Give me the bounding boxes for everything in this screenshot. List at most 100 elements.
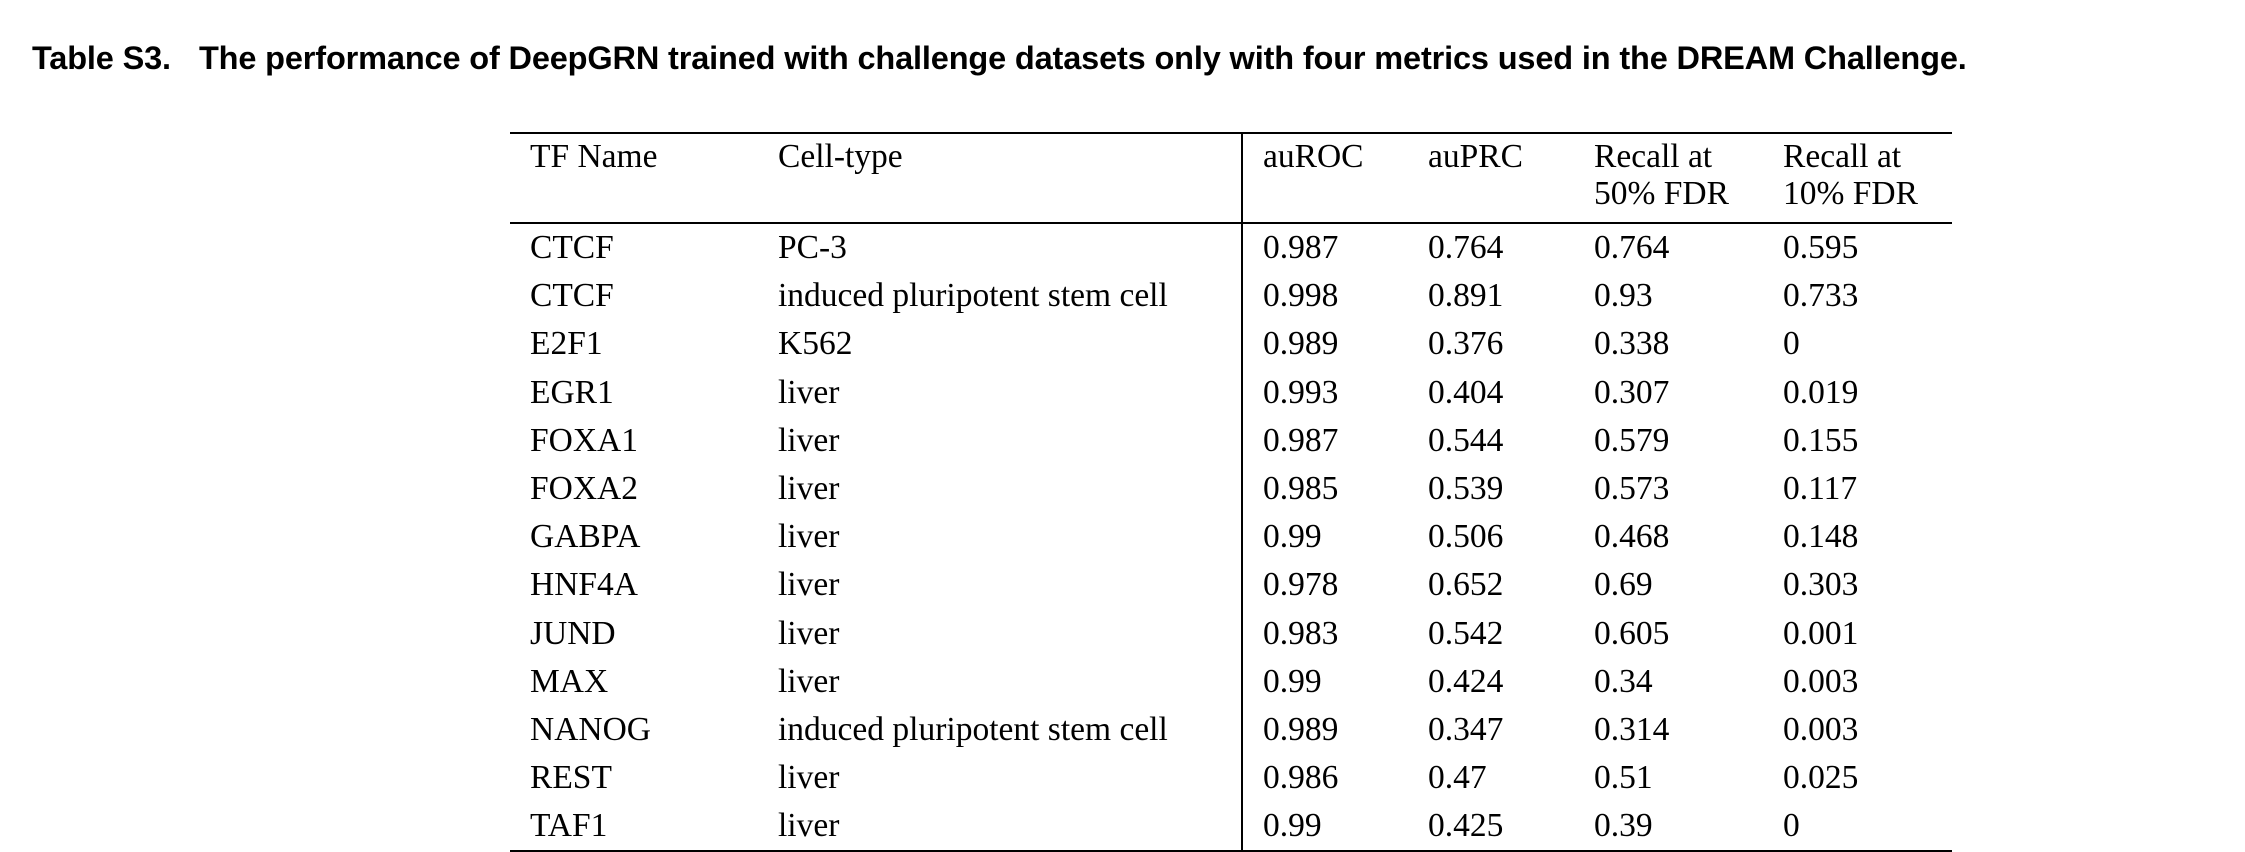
header-recall-10-fdr: Recall at 10% FDR (1763, 132, 1952, 224)
cell-auprc: 0.544 (1428, 421, 1504, 459)
cell-tf-name: JUND (530, 614, 616, 652)
cell-recall-10-fdr: 0.003 (1783, 710, 1859, 748)
cell-cell-type: liver (758, 464, 1243, 514)
cell-recall-50-fdr: 0.468 (1594, 518, 1670, 556)
header-row: TF Name Cell-type auROC auPRC Recall at 5… (510, 132, 1952, 224)
cell-cell-type: liver (758, 754, 1243, 803)
cell-auprc: 0.539 (1428, 470, 1504, 508)
cell-auroc: 0.978 (1263, 566, 1339, 604)
header-recall-50-fdr: Recall at 50% FDR (1574, 132, 1763, 224)
cell-tf-name: FOXA2 (530, 470, 638, 508)
table-body: CTCF PC-3 0.987 0.764 0.764 0.595 CTCF i… (510, 223, 1952, 852)
table-row: REST liver 0.986 0.47 0.51 0.025 (510, 754, 1952, 803)
cell-tf-name: EGR1 (530, 373, 614, 411)
performance-table: TF Name Cell-type auROC auPRC Recall at 5… (510, 132, 1952, 852)
table-row: CTCF induced pluripotent stem cell 0.998… (510, 272, 1952, 321)
cell-cell-type: K562 (758, 320, 1243, 369)
cell-auroc: 0.998 (1263, 277, 1339, 315)
cell-auprc: 0.425 (1408, 802, 1574, 852)
cell-auroc: 0.99 (1263, 518, 1322, 556)
cell-recall-50-fdr: 0.51 (1594, 759, 1653, 797)
cell-recall-10-fdr: 0.001 (1783, 614, 1859, 652)
cell-auprc: 0.652 (1428, 566, 1504, 604)
cell-recall-50-fdr: 0.307 (1594, 373, 1670, 411)
cell-cell-type: liver (758, 513, 1243, 562)
cell-recall-10-fdr: 0.003 (1783, 662, 1859, 700)
cell-recall-50-fdr: 0.39 (1574, 802, 1763, 852)
cell-recall-50-fdr: 0.338 (1594, 325, 1670, 363)
header-auprc: auPRC (1408, 132, 1574, 224)
cell-auroc: 0.987 (1263, 421, 1339, 459)
header-recall-50-line1: Recall at (1594, 138, 1713, 175)
cell-tf-name: CTCF (530, 229, 614, 267)
cell-auprc: 0.764 (1428, 229, 1504, 267)
cell-auprc: 0.347 (1428, 710, 1504, 748)
cell-tf-name: NANOG (530, 710, 651, 748)
cell-recall-10-fdr: 0.019 (1783, 373, 1859, 411)
header-recall-10-line1: Recall at (1783, 138, 1902, 175)
cell-recall-10-fdr: 0.595 (1783, 229, 1859, 267)
table-row: E2F1 K562 0.989 0.376 0.338 0 (510, 320, 1952, 369)
cell-recall-50-fdr: 0.93 (1594, 277, 1653, 315)
cell-tf-name: MAX (530, 662, 609, 700)
cell-auprc: 0.404 (1428, 373, 1504, 411)
table-caption-label: Table S3. (32, 40, 171, 76)
header-tf-name: TF Name (510, 132, 758, 224)
header-recall-10-line2: 10% FDR (1783, 175, 1918, 212)
cell-cell-type: induced pluripotent stem cell (758, 705, 1243, 755)
cell-auroc: 0.989 (1263, 325, 1339, 363)
table-row: CTCF PC-3 0.987 0.764 0.764 0.595 (510, 223, 1952, 273)
cell-tf-name: CTCF (530, 277, 614, 315)
table-row: GABPA liver 0.99 0.506 0.468 0.148 (510, 513, 1952, 562)
cell-cell-type: liver (758, 368, 1243, 417)
cell-cell-type: PC-3 (758, 223, 1243, 273)
header-recall-50-line2: 50% FDR (1594, 175, 1729, 212)
cell-auroc: 0.986 (1263, 759, 1339, 797)
cell-auroc: 0.989 (1263, 710, 1339, 748)
cell-recall-50-fdr: 0.69 (1594, 566, 1653, 604)
cell-recall-50-fdr: 0.605 (1594, 614, 1670, 652)
header-cell-type: Cell-type (758, 132, 1243, 224)
cell-tf-name: REST (530, 759, 612, 797)
cell-auroc: 0.99 (1242, 802, 1408, 852)
cell-recall-50-fdr: 0.34 (1594, 662, 1653, 700)
cell-recall-50-fdr: 0.314 (1594, 710, 1670, 748)
cell-auroc: 0.985 (1263, 470, 1339, 508)
table-caption-text: The performance of DeepGRN trained with … (198, 40, 1967, 76)
cell-auprc: 0.506 (1428, 518, 1504, 556)
cell-tf-name: FOXA1 (530, 421, 638, 459)
header-auroc: auROC (1242, 132, 1408, 224)
cell-recall-50-fdr: 0.764 (1594, 229, 1670, 267)
cell-cell-type: induced pluripotent stem cell (758, 272, 1243, 321)
cell-auprc: 0.376 (1428, 325, 1504, 363)
cell-cell-type: liver (758, 657, 1243, 706)
cell-recall-50-fdr: 0.579 (1594, 421, 1670, 459)
cell-cell-type: liver (758, 561, 1243, 610)
table-row: HNF4A liver 0.978 0.652 0.69 0.303 (510, 561, 1952, 610)
table-row: MAX liver 0.99 0.424 0.34 0.003 (510, 657, 1952, 706)
cell-recall-10-fdr: 0.303 (1783, 566, 1859, 604)
cell-recall-50-fdr: 0.573 (1594, 470, 1670, 508)
cell-auroc: 0.993 (1263, 373, 1339, 411)
table-row: TAF1 liver 0.99 0.425 0.39 0 (510, 802, 1952, 852)
table-row: EGR1 liver 0.993 0.404 0.307 0.019 (510, 368, 1952, 417)
cell-auprc: 0.424 (1428, 662, 1504, 700)
cell-auroc: 0.983 (1263, 614, 1339, 652)
cell-tf-name: TAF1 (510, 802, 758, 852)
cell-cell-type: liver (758, 609, 1243, 658)
cell-tf-name: HNF4A (530, 566, 638, 604)
cell-auroc: 0.99 (1263, 662, 1322, 700)
table-row: JUND liver 0.983 0.542 0.605 0.001 (510, 609, 1952, 658)
cell-cell-type: liver (758, 802, 1243, 852)
cell-recall-10-fdr: 0.117 (1783, 470, 1858, 508)
table-caption: Table S3. The performance of DeepGRN trai… (32, 34, 1967, 82)
table-row: FOXA1 liver 0.987 0.544 0.579 0.155 (510, 416, 1952, 465)
cell-tf-name: GABPA (530, 518, 641, 556)
table-header: TF Name Cell-type auROC auPRC Recall at 5… (510, 132, 1952, 224)
cell-recall-10-fdr: 0.733 (1783, 277, 1859, 315)
cell-auprc: 0.891 (1428, 277, 1504, 315)
cell-recall-10-fdr: 0.155 (1783, 421, 1859, 459)
cell-recall-10-fdr: 0 (1783, 325, 1800, 363)
table-row: NANOG induced pluripotent stem cell 0.98… (510, 705, 1952, 755)
cell-cell-type: liver (758, 416, 1243, 465)
